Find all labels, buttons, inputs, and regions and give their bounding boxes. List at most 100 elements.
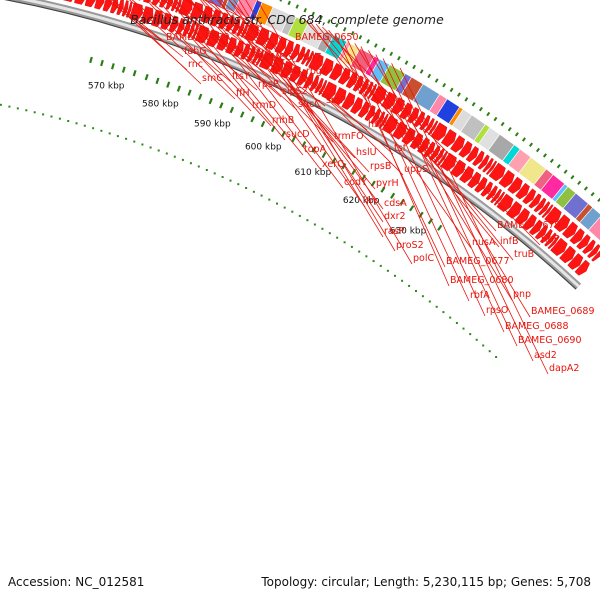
- gc-dot: [92, 127, 95, 130]
- gene-label-upps[interactable]: uppS: [404, 164, 428, 175]
- kbp-minor-tick: [390, 192, 396, 199]
- gc-dot: [298, 214, 301, 217]
- outer-gc-tick: [457, 92, 461, 97]
- gene-label-bameg_0688[interactable]: BAMEG_0688: [505, 321, 569, 332]
- gene-label-rasp[interactable]: rasP: [384, 226, 405, 237]
- gene-label-smc[interactable]: smC: [202, 73, 223, 84]
- gene-label-rimm[interactable]: rimM: [272, 66, 296, 77]
- outer-gc-tick: [528, 142, 533, 147]
- gene-arrow: [337, 67, 351, 85]
- outer-gc-tick: [412, 64, 416, 70]
- gc-dot: [475, 338, 478, 341]
- gene-label-bameg_0639[interactable]: BAMEG_0639: [166, 32, 230, 43]
- gc-dot: [336, 236, 339, 239]
- gene-arrow: [450, 159, 466, 178]
- outer-gc-tick: [295, 4, 299, 9]
- gene-label-sips2[interactable]: sipS2: [282, 86, 308, 97]
- gene-label-ribf[interactable]: ribF: [541, 234, 559, 245]
- gc-dot: [42, 113, 45, 116]
- gene-label-bameg_0677[interactable]: BAMEG_0677: [446, 256, 510, 267]
- gene-label-rpsb[interactable]: rpsB: [370, 161, 391, 172]
- gene-label-ftsy[interactable]: ftsY: [232, 71, 250, 82]
- gene-label-rbga[interactable]: rbgA: [306, 66, 329, 77]
- gene-leader-line: [303, 17, 497, 232]
- gene-label-frr[interactable]: frr: [366, 196, 377, 207]
- gc-dot: [141, 143, 144, 146]
- gene-arrow: [352, 75, 364, 92]
- gc-dot: [229, 179, 232, 182]
- outer-gc-tick: [327, 19, 331, 24]
- gene-leader-line: [111, 0, 184, 58]
- kbp-minor-tick: [399, 198, 405, 206]
- gene-arrow: [450, 135, 465, 153]
- kbp-label: 610 kbp: [295, 168, 332, 178]
- kbp-minor-tick: [100, 59, 104, 67]
- gene-label-polc[interactable]: polC: [413, 253, 434, 264]
- outer-gc-tick: [471, 101, 476, 107]
- gene-label-pyrh[interactable]: pyrH: [376, 178, 399, 189]
- gene-label-bameg_0680[interactable]: BAMEG_0680: [450, 275, 514, 286]
- gene-label-sucd[interactable]: sucD: [286, 129, 310, 140]
- gene-leader-line: [190, 0, 322, 171]
- gene-leader-line: [204, 0, 295, 44]
- gene-label-dxr2[interactable]: dxr2: [384, 211, 406, 222]
- outer-gc-tick: [514, 132, 519, 137]
- gene-label-trmfo[interactable]: trmFO: [334, 131, 364, 142]
- gc-dot: [149, 146, 152, 149]
- gc-dot: [449, 316, 452, 319]
- gene-label-trmd[interactable]: trmD: [252, 100, 276, 111]
- gene-label-rnhb[interactable]: rnhB: [272, 115, 294, 126]
- outer-gc-tick: [563, 169, 568, 174]
- outer-gc-tick: [449, 87, 454, 93]
- gene-label-pros2[interactable]: proS2: [396, 240, 424, 251]
- gene-label-bameg_0679[interactable]: BAMEG_0679: [497, 220, 561, 231]
- outer-gc-tick: [556, 164, 561, 169]
- gene-label-cdsa[interactable]: cdsA: [384, 198, 407, 209]
- gene-label-bameg_0689[interactable]: BAMEG_0689: [531, 306, 595, 317]
- gene-arrow: [357, 101, 370, 118]
- gene-arrow: [295, 46, 306, 63]
- kbp-minor-tick: [121, 66, 126, 73]
- outer-gc-tick: [358, 35, 363, 40]
- gene-leader-line: [174, 0, 304, 156]
- gene-label-trub[interactable]: truB: [514, 249, 534, 260]
- gene-label-cody[interactable]: codY: [344, 177, 367, 188]
- gene-label-topa[interactable]: topA: [304, 144, 327, 155]
- gene-label-fabg[interactable]: fabG: [184, 46, 207, 57]
- gene-arrow: [429, 145, 441, 161]
- gene-label-tsf[interactable]: tsf: [394, 143, 407, 154]
- gene-label-xerc[interactable]: xerC: [322, 159, 344, 170]
- gene-arrow: [562, 221, 578, 239]
- gene-label-rpso[interactable]: rpsO: [486, 305, 508, 316]
- gene-label-hslv[interactable]: hslV: [368, 119, 389, 130]
- gene-label-ffh[interactable]: ffH: [236, 88, 250, 99]
- gene-label-dapa2[interactable]: dapA2: [549, 363, 579, 374]
- gene-arrow: [378, 113, 389, 129]
- gene-arrow: [496, 193, 514, 213]
- gene-leader-line: [174, 0, 298, 111]
- gene-label-infb[interactable]: infB: [500, 236, 519, 247]
- gene-label-pnp[interactable]: pnp: [513, 289, 531, 300]
- gene-label-rpsp[interactable]: rpsP: [258, 79, 279, 90]
- gene-leader-line: [109, 0, 188, 71]
- gene-label-bameg_0647[interactable]: BAMEG_0647: [258, 52, 322, 63]
- gene-label-asd2[interactable]: asd2: [534, 350, 557, 361]
- outer-gc-tick: [419, 69, 424, 74]
- kbp-minor-tick: [380, 186, 386, 193]
- gene-label-smf[interactable]: smF: [326, 95, 346, 106]
- gene-label-hslu[interactable]: hslU: [356, 147, 377, 158]
- outer-gc-tick: [350, 30, 355, 36]
- gene-arrow: [522, 214, 537, 231]
- gene-leader-line: [204, 0, 368, 131]
- outer-gc-tick: [590, 191, 595, 197]
- gene-label-bameg_0650[interactable]: BAMEG_0650: [295, 32, 359, 43]
- gene-label-rbfa[interactable]: rbfA: [470, 290, 490, 301]
- gene-label-nusa[interactable]: nusA: [472, 237, 496, 248]
- gene-arrow: [482, 157, 494, 173]
- gene-label-rnc[interactable]: rnc: [188, 59, 203, 70]
- kbp-minor-tick: [418, 211, 424, 218]
- gc-dot: [495, 356, 498, 358]
- gene-label-bameg_0690[interactable]: BAMEG_0690: [518, 335, 582, 346]
- gene-label-succ[interactable]: sucC: [298, 99, 321, 110]
- gene-arrow: [102, 0, 112, 12]
